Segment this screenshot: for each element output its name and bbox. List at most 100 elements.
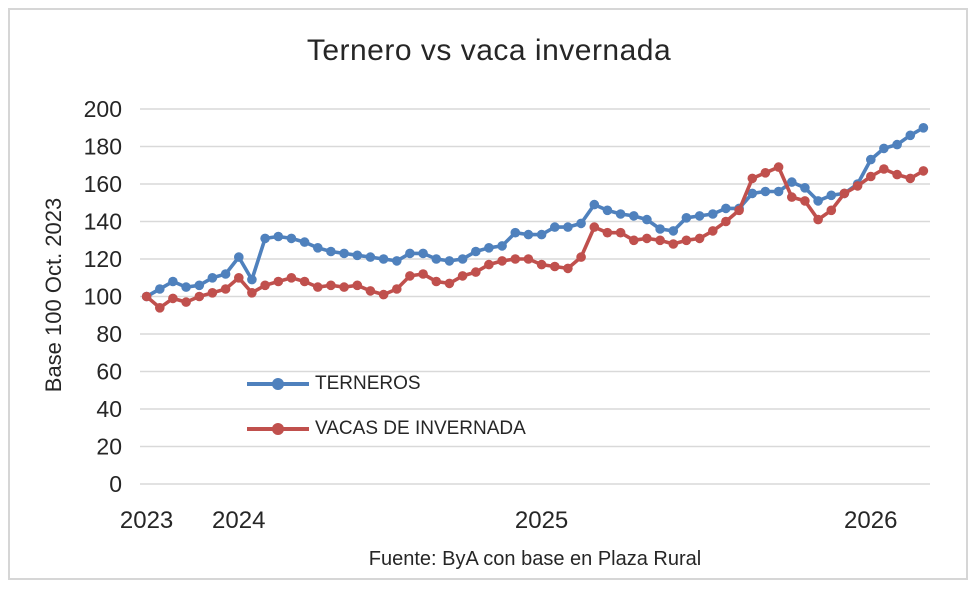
vacas-legend-marker [272,423,284,435]
y-tick-label: 40 [96,396,122,422]
y-tick-label: 100 [84,284,122,310]
data-point-terneros [694,211,705,221]
y-tick-label: 160 [84,171,122,197]
data-point-terneros [326,246,336,257]
data-point-vacas-de-invernada [734,205,744,216]
data-point-vacas-de-invernada [787,192,797,202]
data-point-terneros [392,256,402,266]
data-point-vacas-de-invernada [852,181,863,191]
y-tick-label: 140 [84,209,122,235]
data-point-vacas-de-invernada [773,162,784,172]
data-point-vacas-de-invernada [273,276,284,287]
y-tick-label: 0 [109,471,122,497]
data-point-vacas-de-invernada [181,297,191,307]
x-tick-label: 2026 [844,507,897,534]
data-point-terneros [681,213,692,223]
data-point-vacas-de-invernada [484,259,494,270]
legend-item-terneros: TERNEROS [246,370,526,398]
data-point-terneros [378,254,389,264]
data-point-vacas-de-invernada [339,282,349,292]
data-point-terneros [813,196,823,206]
data-point-terneros [563,222,573,232]
data-point-vacas-de-invernada [615,227,626,238]
data-point-terneros [497,241,507,251]
data-point-vacas-de-invernada [839,188,850,199]
data-point-terneros [918,123,929,133]
data-point-terneros [787,177,797,187]
data-point-vacas-de-invernada [286,273,297,283]
data-point-terneros [629,211,639,221]
data-point-vacas-de-invernada [576,252,586,262]
data-point-terneros [655,224,665,234]
y-tick-label: 60 [96,359,122,385]
data-point-vacas-de-invernada [299,276,310,287]
data-point-vacas-de-invernada [826,205,837,216]
data-point-terneros [879,143,889,154]
data-point-terneros [339,248,349,259]
data-point-terneros [602,205,613,216]
source-note: Fuente: ByA con base en Plaza Rural [368,548,702,570]
data-point-vacas-de-invernada [813,214,823,225]
data-point-terneros [273,231,284,242]
data-point-vacas-de-invernada [668,239,679,249]
y-tick-label: 120 [84,246,122,272]
data-point-vacas-de-invernada [405,271,415,281]
data-point-vacas-de-invernada [352,280,363,291]
data-point-terneros [800,183,810,193]
data-point-vacas-de-invernada [800,196,810,206]
data-point-terneros [155,284,165,294]
data-point-vacas-de-invernada [378,289,389,300]
data-point-vacas-de-invernada [497,256,507,266]
y-tick-label: 200 [84,96,122,122]
data-point-vacas-de-invernada [155,303,165,313]
data-point-vacas-de-invernada [471,267,481,277]
x-tick-label: 2024 [212,507,265,534]
data-point-vacas-de-invernada [642,233,652,244]
data-point-vacas-de-invernada [563,263,573,274]
data-point-vacas-de-invernada [866,171,876,182]
data-point-vacas-de-invernada [247,288,257,298]
data-point-terneros [484,243,494,253]
data-point-terneros [747,188,758,199]
data-point-vacas-de-invernada [326,280,336,291]
data-point-terneros [444,256,455,266]
data-point-terneros [220,269,231,279]
series-line-terneros [144,126,926,299]
data-point-terneros [365,252,376,262]
data-point-vacas-de-invernada [879,164,889,174]
data-point-terneros [708,209,718,219]
chart-border [8,8,968,580]
x-tick-label: 2025 [515,507,568,534]
data-point-vacas-de-invernada [260,280,270,291]
data-point-terneros [405,248,415,259]
data-point-vacas-de-invernada [708,226,718,236]
legend-label-vacas-de-invernada: VACAS DE INVERNADA [315,418,526,439]
data-point-vacas-de-invernada [313,282,323,292]
data-point-terneros [234,252,244,262]
data-point-vacas-de-invernada [444,278,455,289]
data-point-terneros [642,214,652,225]
data-point-terneros [457,254,468,264]
data-point-vacas-de-invernada [431,276,442,287]
data-point-vacas-de-invernada [194,291,205,302]
y-tick-label: 20 [96,434,122,460]
data-point-terneros [260,233,270,244]
legend: TERNEROS VACAS DE INVERNADA [246,370,526,443]
data-point-terneros [194,280,205,291]
data-point-vacas-de-invernada [694,233,705,244]
data-point-vacas-de-invernada [760,168,771,178]
data-point-vacas-de-invernada [220,284,231,294]
data-point-vacas-de-invernada [550,261,560,272]
data-point-vacas-de-invernada [918,166,929,176]
data-point-vacas-de-invernada [234,273,244,283]
data-point-vacas-de-invernada [905,173,916,184]
data-point-terneros [168,276,178,287]
data-point-terneros [207,273,218,283]
data-point-terneros [523,229,534,240]
data-point-terneros [576,218,586,229]
data-point-terneros [589,199,600,210]
terneros-legend-swatch [247,378,309,390]
data-point-terneros [352,250,363,261]
legend-item-vacas-de-invernada: VACAS DE INVERNADA [246,415,526,443]
